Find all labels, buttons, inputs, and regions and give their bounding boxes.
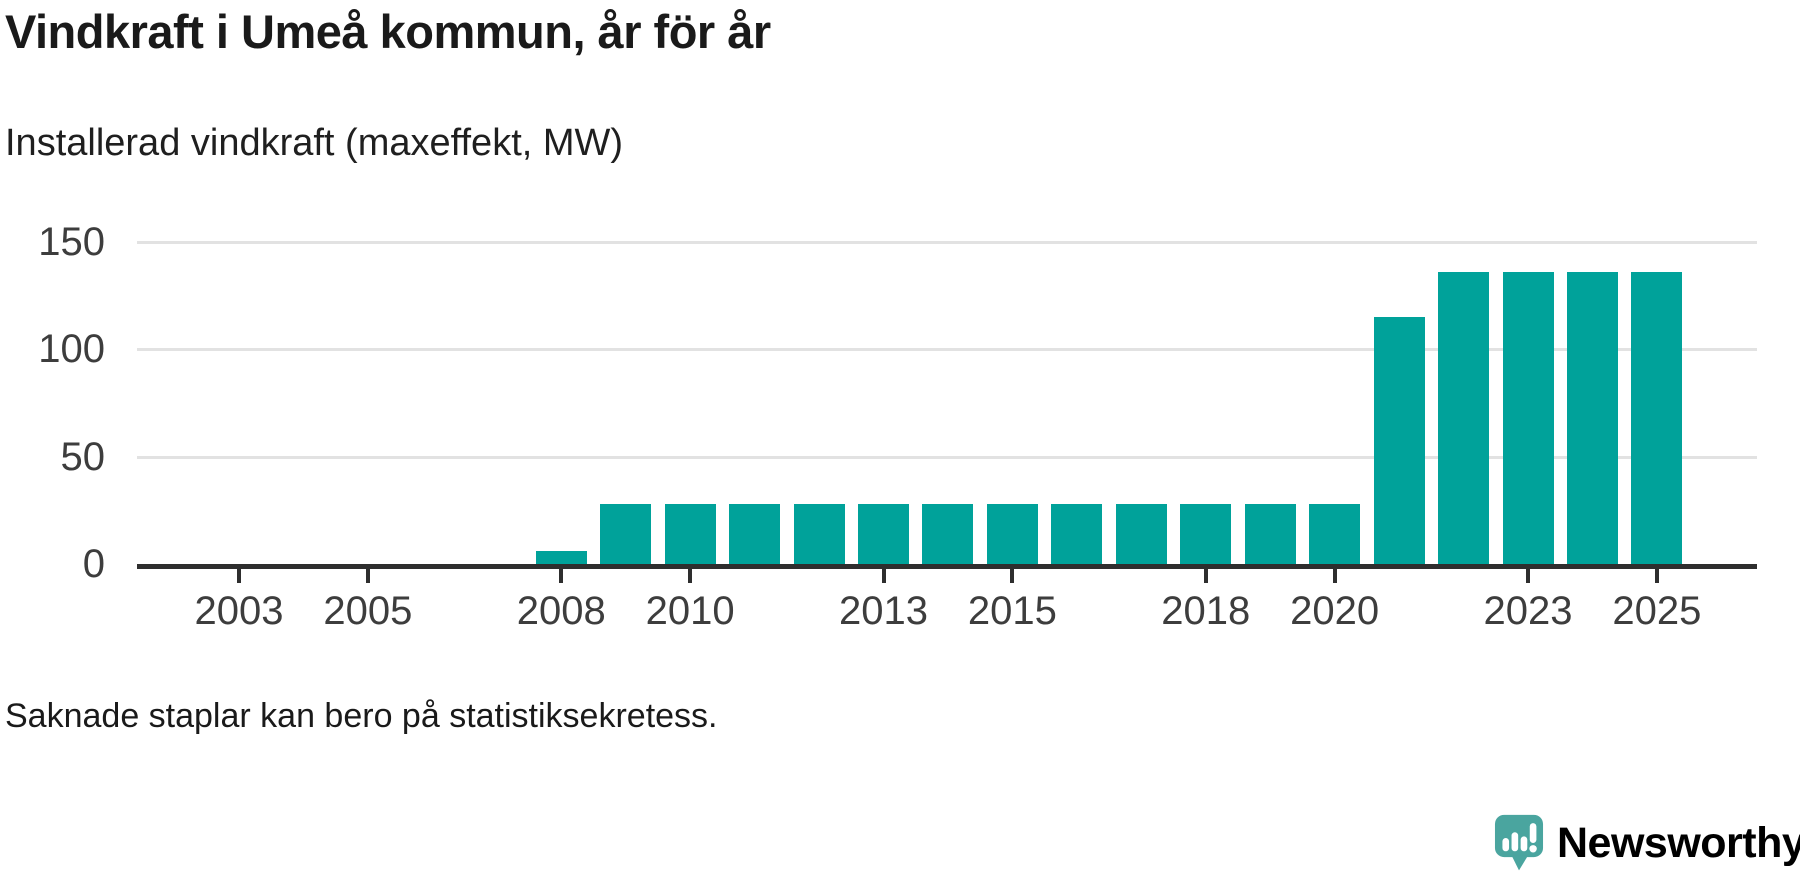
- bar-2011: [729, 503, 781, 564]
- y-tick-label-100: 100: [38, 327, 105, 372]
- x-tick-label-2020: 2020: [1290, 589, 1380, 633]
- x-tick-2015: [1010, 569, 1015, 583]
- bar-2017: [1115, 503, 1167, 564]
- bar-2012: [793, 503, 845, 564]
- bar-2020: [1309, 503, 1361, 564]
- y-tick-label-50: 50: [60, 434, 106, 479]
- x-tick-label-2015: 2015: [967, 589, 1057, 633]
- y-tick-label-150: 150: [38, 220, 105, 264]
- bar-2025: [1631, 272, 1683, 564]
- x-tick-label-2018: 2018: [1161, 589, 1251, 633]
- bar-2021: [1373, 317, 1425, 564]
- x-tick-label-2008: 2008: [516, 589, 606, 633]
- chart-footnote: Saknade staplar kan bero på statistiksek…: [5, 697, 718, 735]
- bar-2010: [664, 503, 716, 564]
- chart-subtitle: Installerad vindkraft (maxeffekt, MW): [5, 122, 624, 164]
- x-tick-label-2023: 2023: [1483, 589, 1573, 633]
- bar-2022: [1438, 272, 1490, 564]
- bar-2016: [1051, 503, 1103, 564]
- gridline-100: [137, 348, 1757, 352]
- x-tick-2005: [365, 569, 370, 583]
- x-tick-2010: [688, 569, 693, 583]
- y-tick-label-0: 0: [82, 542, 105, 586]
- speech-bubble-bar-chart-icon: [1494, 814, 1544, 871]
- x-tick-2023: [1526, 569, 1530, 583]
- x-tick-2018: [1203, 569, 1208, 583]
- bar-2023: [1502, 272, 1554, 564]
- plot-area: [137, 241, 1757, 569]
- bar-2008: [535, 551, 587, 564]
- bar-2024: [1566, 272, 1618, 564]
- gridline-150: [137, 241, 1757, 244]
- bar-2015: [986, 503, 1038, 564]
- chart-title: Vindkraft i Umeå kommun, år för år: [5, 5, 771, 58]
- bar-2009: [600, 503, 652, 564]
- x-tick-2013: [881, 569, 886, 583]
- x-tick-label-2010: 2010: [645, 589, 735, 633]
- x-tick-2008: [559, 569, 564, 583]
- bar-2018: [1180, 503, 1232, 564]
- brand-name: Newsworthy: [1557, 818, 1800, 867]
- x-tick-label-2025: 2025: [1612, 589, 1702, 633]
- x-tick-2003: [237, 569, 241, 583]
- bar-2013: [858, 503, 909, 564]
- x-tick-label-2005: 2005: [323, 589, 413, 633]
- brand-logo: Newsworthy: [1494, 814, 1800, 872]
- x-tick-2020: [1332, 569, 1337, 583]
- bar-2014: [922, 503, 974, 564]
- gridline-50: [137, 455, 1757, 459]
- bar-2019: [1244, 503, 1296, 564]
- x-tick-label-2013: 2013: [839, 589, 928, 633]
- x-tick-label-2003: 2003: [194, 589, 284, 633]
- x-tick-2025: [1654, 569, 1659, 583]
